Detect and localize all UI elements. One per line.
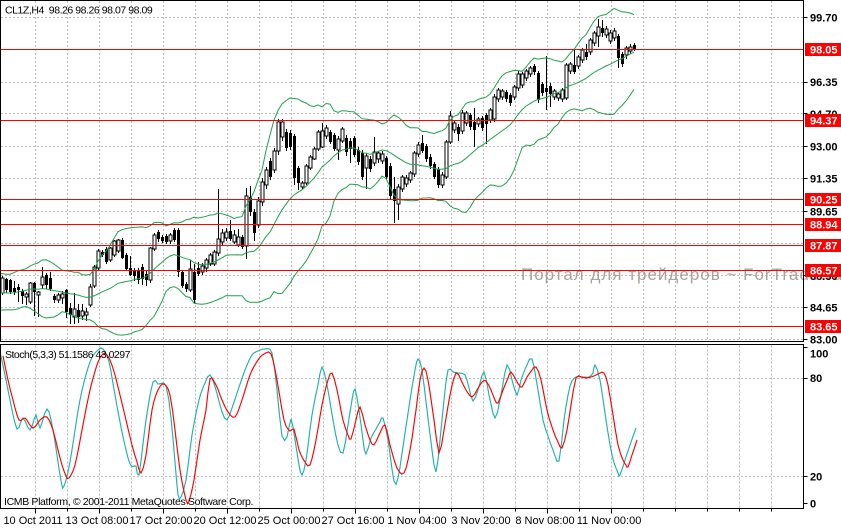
svg-text:99.70: 99.70: [810, 13, 838, 25]
svg-text:3 Nov 20:00: 3 Nov 20:00: [451, 515, 510, 527]
svg-text:10 Oct 2011: 10 Oct 2011: [3, 515, 62, 527]
svg-text:80: 80: [810, 373, 822, 385]
svg-text:89.65: 89.65: [810, 206, 838, 218]
svg-text:88.94: 88.94: [810, 220, 838, 232]
svg-text:17 Oct 20:00: 17 Oct 20:00: [130, 515, 193, 527]
svg-text:87.87: 87.87: [810, 241, 838, 253]
svg-text:93.00: 93.00: [810, 142, 838, 154]
svg-text:25 Oct 00:00: 25 Oct 00:00: [258, 515, 321, 527]
svg-text:8 Nov 08:00: 8 Nov 08:00: [515, 515, 574, 527]
svg-text:ICMB Platform, © 2001-2011 Met: ICMB Platform, © 2001-2011 MetaQuotes So…: [4, 496, 253, 508]
svg-text:CL1Z,H4 98.26 98.26 98.07 98.: CL1Z,H4 98.26 98.26 98.07 98.09: [5, 5, 153, 17]
svg-text:91.35: 91.35: [810, 174, 838, 186]
svg-text:86.57: 86.57: [810, 266, 838, 278]
svg-text:0: 0: [810, 499, 816, 511]
svg-text:96.35: 96.35: [810, 77, 838, 89]
svg-text:27 Oct 16:00: 27 Oct 16:00: [322, 515, 385, 527]
svg-text:13 Oct 08:00: 13 Oct 08:00: [66, 515, 129, 527]
svg-text:84.65: 84.65: [810, 303, 838, 315]
svg-text:83.65: 83.65: [810, 322, 838, 334]
svg-text:98.05: 98.05: [810, 45, 838, 57]
svg-text:20 Oct 12:00: 20 Oct 12:00: [194, 515, 257, 527]
svg-text:Портал для трейдеров ~ ForTrad: Портал для трейдеров ~ ForTrade.ru: [521, 265, 841, 284]
svg-text:11 Nov 00:00: 11 Nov 00:00: [577, 515, 642, 527]
svg-text:20: 20: [810, 471, 822, 483]
svg-text:83.00: 83.00: [810, 335, 838, 347]
svg-text:100: 100: [810, 349, 828, 361]
svg-text:1 Nov 04:00: 1 Nov 04:00: [387, 515, 446, 527]
svg-text:90.25: 90.25: [810, 195, 838, 207]
svg-text:94.37: 94.37: [810, 116, 838, 128]
svg-text:Stoch(5,3,3) 51.1586 43.0297: Stoch(5,3,3) 51.1586 43.0297: [5, 349, 131, 361]
